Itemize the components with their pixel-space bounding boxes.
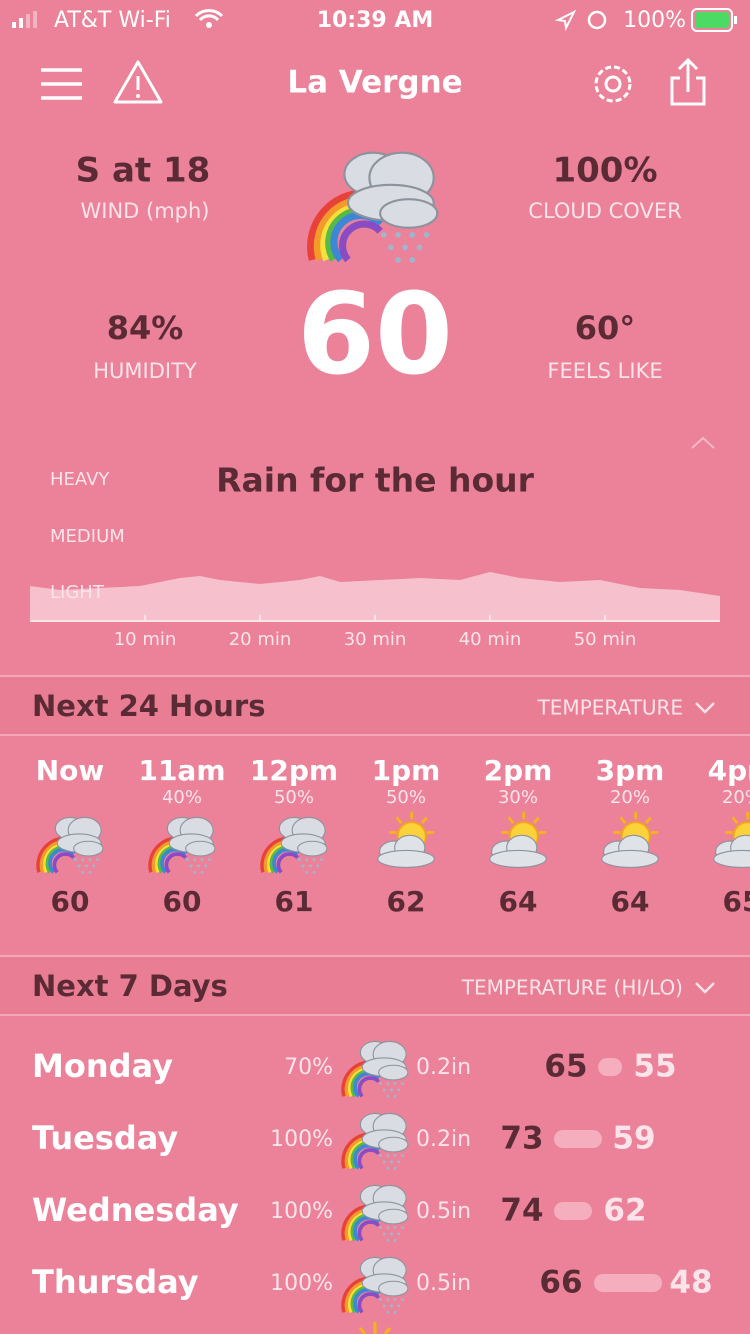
carrier: AT&T Wi-Fi xyxy=(54,8,171,33)
cloud-value: 100% xyxy=(552,151,657,191)
hour-temp: 60 xyxy=(163,885,202,918)
humidity-label: HUMIDITY xyxy=(93,359,197,383)
hour-precip: 20% xyxy=(722,787,750,808)
location-title: La Vergne xyxy=(287,65,462,101)
hour-temp: 61 xyxy=(275,885,314,918)
hour-time: 4pm xyxy=(708,754,750,787)
selector-label[interactable]: TEMPERATURE (HI/LO) xyxy=(461,976,683,1000)
rain-chart: HEAVY MEDIUM Rain for the hour LIGHT 10 … xyxy=(30,436,720,650)
alert-button[interactable] xyxy=(113,60,163,104)
collapse-chevron[interactable] xyxy=(691,436,715,449)
current-icon xyxy=(311,153,438,263)
day-precip: 70% xyxy=(284,1055,333,1080)
day-amount: 0.5in xyxy=(416,1271,471,1296)
rain-title: Rain for the hour xyxy=(216,461,535,500)
day-amount: 0.2in xyxy=(416,1055,471,1080)
rain-area xyxy=(30,572,720,621)
share-button[interactable] xyxy=(670,57,706,106)
day-name: Monday xyxy=(32,1047,173,1085)
battery-percent: 100% xyxy=(623,8,686,33)
humidity-value: 84% xyxy=(107,309,184,347)
current-conditions: S at 18 WIND (mph) 100% CLOUD COVER 84% … xyxy=(76,151,682,400)
hour-time: 11am xyxy=(138,754,225,787)
clock: 10:39 AM xyxy=(317,8,434,33)
menu-button[interactable] xyxy=(41,68,82,100)
hour-temp: 65 xyxy=(723,885,750,918)
rain-level: LIGHT xyxy=(50,582,105,603)
hour-time: Now xyxy=(36,754,105,787)
day-name: Wednesday xyxy=(32,1191,239,1229)
feels-value: 60° xyxy=(575,309,636,347)
rain-tick: 30 min xyxy=(344,629,407,650)
hour-temp: 64 xyxy=(611,885,650,918)
rain-level: HEAVY xyxy=(50,469,110,490)
hour-precip: 50% xyxy=(274,787,314,808)
day-lo: 48 xyxy=(669,1265,712,1301)
section-title: Next 7 Days xyxy=(32,969,228,1003)
hour-time: 3pm xyxy=(596,754,665,787)
day-precip: 100% xyxy=(270,1127,333,1152)
rain-tick: 10 min xyxy=(114,629,177,650)
hour-precip: 30% xyxy=(498,787,538,808)
day-precip: 100% xyxy=(270,1199,333,1224)
day-precip: 100% xyxy=(270,1271,333,1296)
day-hi: 65 xyxy=(544,1049,587,1085)
hour-time: 2pm xyxy=(484,754,553,787)
hour-temp: 64 xyxy=(499,885,538,918)
feels-label: FEELS LIKE xyxy=(547,359,662,383)
hour-precip: 20% xyxy=(610,787,650,808)
day-hi: 73 xyxy=(500,1121,543,1157)
hour-temp: 60 xyxy=(51,885,90,918)
day-amount: 0.2in xyxy=(416,1127,471,1152)
rain-level: MEDIUM xyxy=(50,526,125,547)
hour-precip: 40% xyxy=(162,787,202,808)
status-bar: AT&T Wi-Fi 10:39 AM 100% xyxy=(12,8,737,33)
hour-time: 12pm xyxy=(250,754,338,787)
hour-precip: 50% xyxy=(386,787,426,808)
wind-value: S at 18 xyxy=(76,151,211,191)
hourly-selector[interactable]: TEMPERATURE xyxy=(537,696,715,720)
cloud-label: CLOUD COVER xyxy=(528,199,681,223)
selector-label[interactable]: TEMPERATURE xyxy=(537,696,683,720)
day-lo: 62 xyxy=(603,1193,646,1229)
hourly-list: Now 60 11am 40% 60 12pm 50% 61 1pm 50% 6… xyxy=(36,754,750,918)
rain-tick: 20 min xyxy=(229,629,292,650)
rain-tick: 50 min xyxy=(574,629,637,650)
daily-selector[interactable]: TEMPERATURE (HI/LO) xyxy=(461,976,715,1000)
current-temperature: 60 xyxy=(297,270,453,400)
section-title: Next 24 Hours xyxy=(32,689,265,723)
rain-tick: 40 min xyxy=(459,629,522,650)
day-hi: 74 xyxy=(500,1193,543,1229)
day-hi: 66 xyxy=(539,1265,582,1301)
day-amount: 0.5in xyxy=(416,1199,471,1224)
wind-label: WIND (mph) xyxy=(81,199,210,223)
day-lo: 55 xyxy=(633,1049,676,1085)
day-name: Tuesday xyxy=(32,1119,178,1157)
day-lo: 59 xyxy=(612,1121,655,1157)
day-name: Thursday xyxy=(32,1263,199,1301)
daily-list: Monday 70% 0.2in 65 55 Tuesday 100% 0.2i… xyxy=(32,1039,713,1334)
hour-time: 1pm xyxy=(372,754,441,787)
hour-temp: 62 xyxy=(387,885,426,918)
settings-button[interactable] xyxy=(594,65,632,103)
